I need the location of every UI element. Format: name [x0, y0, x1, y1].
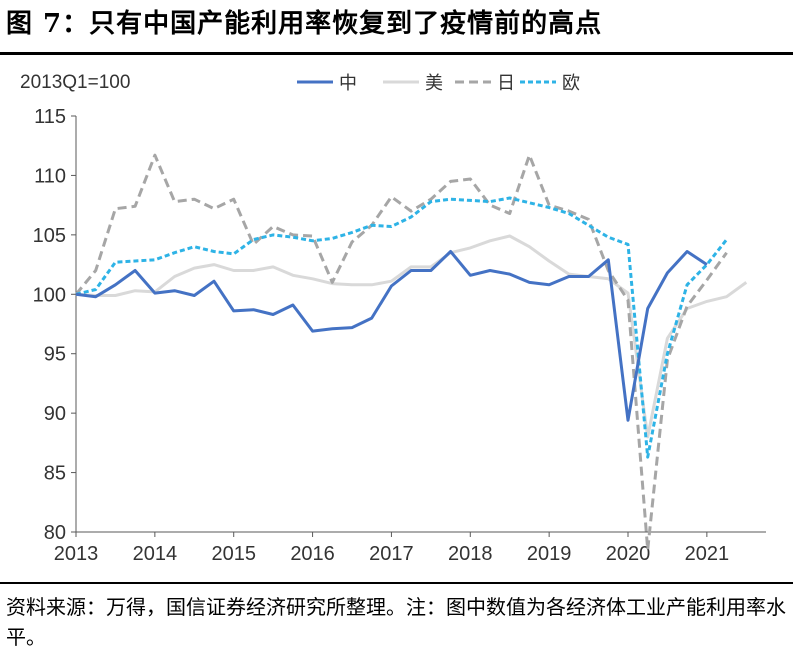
source-note: 资料来源：万得，国信证券经济研究所整理。注：图中数值为各经济体工业产能利用率水平…	[6, 595, 786, 649]
source-divider	[0, 582, 793, 584]
y-tick-label: 105	[33, 225, 66, 247]
y-axis: 80 85 90 95 100 105 110 115	[33, 106, 77, 544]
x-tick-label: 2018	[448, 543, 493, 565]
y-tick-label: 95	[44, 344, 66, 366]
x-tick-label: 2020	[606, 543, 651, 565]
y-tick-label: 90	[44, 403, 66, 425]
unit-label: 2013Q1=100	[20, 72, 130, 93]
x-tick-label: 2021	[685, 543, 730, 565]
x-tick-label: 2014	[133, 543, 178, 565]
x-tick-label: 2017	[369, 543, 414, 565]
x-tick-label: 2016	[290, 543, 335, 565]
series-line-2	[74, 153, 728, 552]
series-line-3	[75, 196, 728, 459]
legend-label-0: 中	[339, 73, 357, 94]
x-axis: 2013 2014 2015 2016 2017 2018 2019 2020 2021	[54, 531, 766, 565]
plot-lines	[74, 153, 748, 552]
series-line-0	[75, 250, 708, 422]
y-tick-label: 110	[34, 165, 66, 187]
y-tick-label: 85	[44, 463, 66, 485]
y-tick-label: 115	[34, 106, 66, 128]
y-tick-label: 80	[44, 522, 66, 544]
title-divider	[0, 52, 793, 55]
y-tick-label: 100	[33, 284, 66, 306]
legend-label-3: 欧	[562, 73, 580, 94]
x-tick-label: 2019	[527, 543, 572, 565]
legend-label-2: 日	[497, 73, 515, 94]
figure-title: 图 7：只有中国产能利用率恢复到了疫情前的高点	[6, 9, 603, 39]
series-line-1	[75, 234, 748, 439]
legend: 中美日欧	[297, 73, 580, 94]
x-tick-label: 2013	[54, 543, 99, 565]
x-tick-label: 2015	[211, 543, 256, 565]
legend-label-1: 美	[425, 73, 443, 94]
